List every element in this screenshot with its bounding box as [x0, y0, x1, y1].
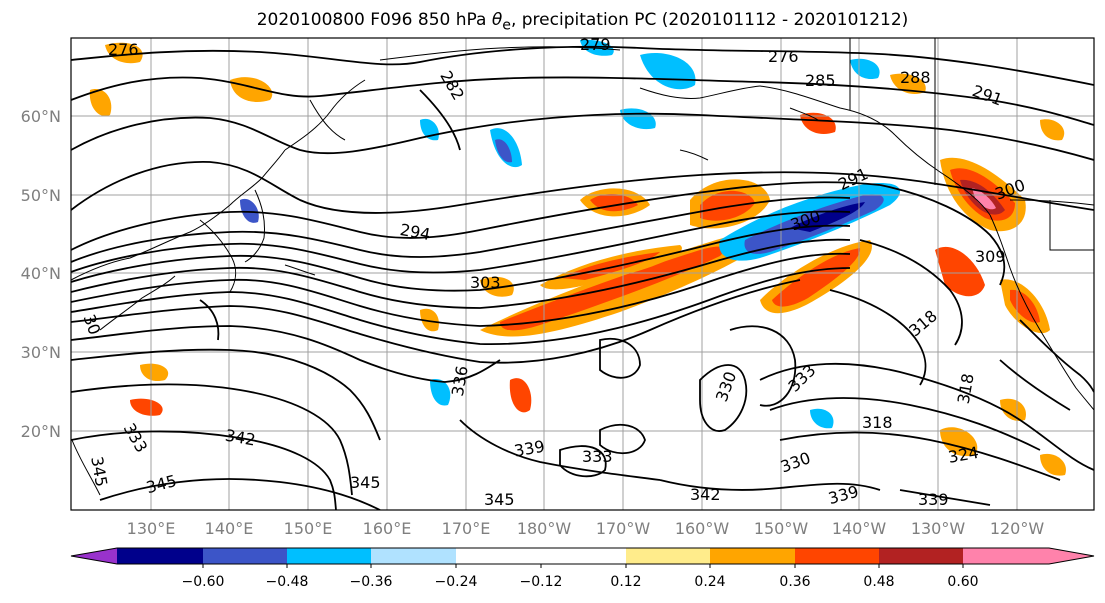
contour-label: 318 — [862, 413, 893, 432]
contour-label: 288 — [900, 68, 931, 87]
lon-label: 130°W — [911, 519, 966, 538]
lon-label: 140°W — [832, 519, 887, 538]
lon-label: 120°W — [990, 519, 1045, 538]
contour-label: 276 — [108, 40, 139, 59]
colorbar-tick-label: 0.36 — [779, 574, 810, 590]
lat-label: 20°N — [21, 422, 61, 441]
colorbar-bin — [287, 548, 371, 564]
longitude-labels: 130°E 140°E 150°E 160°E 170°E 180°W 170°… — [127, 519, 1045, 538]
lat-label: 60°N — [21, 107, 61, 126]
lat-label: 50°N — [21, 186, 61, 205]
colorbar-tick-label: 0.24 — [694, 574, 725, 590]
colorbar-tick-label: −0.24 — [435, 574, 478, 590]
colorbar-under-extension — [71, 548, 117, 564]
contour-label: 333 — [582, 447, 613, 466]
map-title: 2020100800 F096 850 hPa θe, precipitatio… — [256, 10, 909, 34]
contour-label: 339 — [918, 490, 949, 509]
colorbar-bin — [456, 548, 626, 564]
latitude-labels: 60°N 50°N 40°N 30°N 20°N — [21, 107, 61, 441]
colorbar-bin — [117, 548, 203, 564]
lon-label: 130°E — [127, 519, 176, 538]
colorbar-bin — [371, 548, 456, 564]
colorbar-bin — [879, 548, 963, 564]
contour-label: 345 — [350, 473, 381, 492]
lat-label: 40°N — [21, 264, 61, 283]
theta-e-contours — [71, 45, 1094, 510]
colorbar: −0.60 −0.48 −0.36 −0.24 −0.12 0.12 0.24 … — [70, 547, 1095, 590]
contour-label: 309 — [975, 247, 1006, 266]
colorbar-tick-label: 0.48 — [863, 574, 894, 590]
lon-label: 170°W — [596, 519, 651, 538]
colorbar-bin — [710, 548, 795, 564]
lon-label: 160°E — [363, 519, 412, 538]
lon-label: 140°E — [205, 519, 254, 538]
coastlines — [71, 38, 1094, 496]
colorbar-tick-label: −0.60 — [182, 574, 225, 590]
lon-label: 170°E — [442, 519, 491, 538]
contour-label: 276 — [768, 47, 799, 66]
colorbar-bin — [963, 548, 1049, 564]
plot-frame — [70, 37, 1095, 511]
colorbar-tick-label: −0.48 — [266, 574, 309, 590]
contour-label: 285 — [805, 71, 836, 90]
colorbar-tick-label: 0.60 — [947, 574, 978, 590]
lon-label: 160°W — [675, 519, 730, 538]
contour-label: 279 — [580, 35, 611, 54]
colorbar-bin — [203, 548, 287, 564]
contour-label: 303 — [470, 273, 501, 292]
precipitation-shading — [89, 39, 1066, 476]
colorbar-tick-label: −0.36 — [350, 574, 393, 590]
colorbar-over-extension — [1049, 548, 1094, 564]
colorbar-tick-label: −0.12 — [520, 574, 563, 590]
lon-label: 150°W — [754, 519, 809, 538]
colorbar-bin — [626, 548, 710, 564]
contour-label: 342 — [690, 485, 721, 504]
lon-label: 180°W — [517, 519, 572, 538]
lat-label: 30°N — [21, 343, 61, 362]
contour-label: 345 — [484, 490, 515, 509]
colorbar-bin — [795, 548, 879, 564]
colorbar-outline — [70, 547, 1095, 565]
lon-label: 150°E — [284, 519, 333, 538]
colorbar-tick-label: 0.12 — [610, 574, 641, 590]
